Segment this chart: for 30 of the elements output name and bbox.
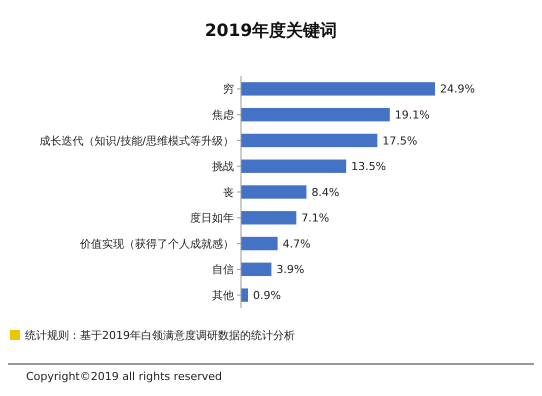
- bar: [241, 185, 306, 199]
- y-tick-label: 价值实现（获得了个人成就感）: [79, 237, 234, 250]
- data-label: 8.4%: [311, 186, 340, 199]
- bar: [241, 108, 390, 122]
- bar: [241, 211, 296, 224]
- data-label: 4.7%: [282, 237, 311, 250]
- y-tick-label: 自信: [212, 263, 234, 276]
- bar: [241, 262, 272, 276]
- y-tick-label: 其他: [212, 288, 234, 302]
- bar: [241, 82, 435, 96]
- data-label: 13.5%: [351, 160, 386, 174]
- y-tick-label: 丧: [223, 186, 234, 199]
- data-label: 0.9%: [253, 288, 281, 302]
- y-tick-label: 挑战: [212, 160, 234, 174]
- bar: [241, 134, 378, 148]
- data-label: 17.5%: [382, 134, 418, 148]
- y-tick-label: 穷: [223, 82, 234, 96]
- y-tick-label: 焦虑: [212, 108, 234, 122]
- data-label: 19.1%: [394, 108, 430, 122]
- data-label: 24.9%: [440, 82, 475, 96]
- text: 统计规则：基于2019年白领满意度调研数据的统计分析: [25, 329, 295, 342]
- text: Copyright©2019 all rights reserved: [26, 370, 222, 383]
- bar: [241, 160, 346, 173]
- y-tick-label: 成长迭代（知识/技能/思维模式等升级）: [40, 134, 234, 148]
- chart-title: 2019年度关键词: [204, 21, 338, 41]
- y-tick-label: 度日如年: [190, 212, 234, 225]
- data-label: 7.1%: [301, 212, 330, 225]
- data-label: 3.9%: [276, 263, 304, 276]
- bar: [241, 288, 248, 302]
- bar: [241, 236, 278, 250]
